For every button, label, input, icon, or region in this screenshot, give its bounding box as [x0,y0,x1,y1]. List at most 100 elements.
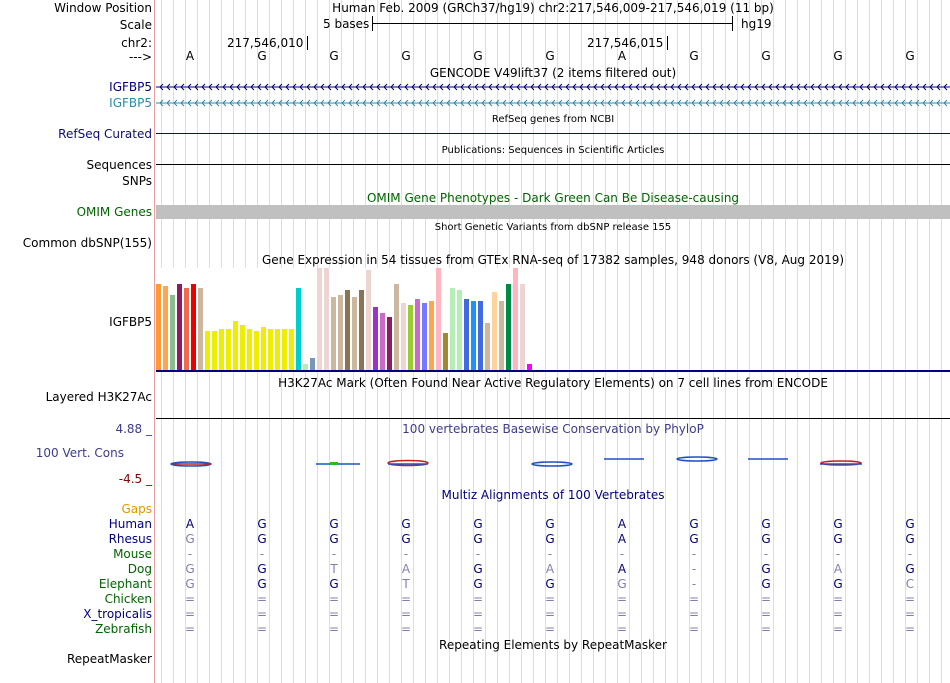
gtex-tissue-bar[interactable] [366,270,371,370]
alignment-base: G [257,532,267,546]
gaps-label[interactable]: Gaps [121,502,152,516]
gtex-tissue-bar[interactable] [191,284,196,370]
gtex-tissue-bar[interactable] [485,323,490,370]
gencode-gene-track-2[interactable] [156,97,950,109]
assembly-position-title[interactable]: Human Feb. 2009 (GRCh37/hg19) chr2:217,5… [332,1,774,15]
refseq-track-label[interactable]: RefSeq Curated [58,127,152,141]
gtex-tissue-bar[interactable] [254,331,259,370]
alignment-base: G [833,577,843,591]
alignment-base: - [907,547,913,561]
gtex-tissue-bar[interactable] [331,297,336,370]
gtex-tissue-bar[interactable] [345,290,350,370]
gtex-tissue-bar[interactable] [184,288,189,370]
snps-track-label[interactable]: SNPs [122,174,152,188]
gtex-tissue-bar[interactable] [352,297,357,370]
gtex-tissue-bar[interactable] [457,290,462,370]
refseq-track-title: RefSeq genes from NCBI [491,114,615,125]
gtex-tissue-bar[interactable] [471,301,476,370]
gencode-track-title[interactable]: GENCODE V49lift37 (2 items filtered out) [429,66,677,80]
gtex-tissue-bar[interactable] [261,327,266,370]
species-label[interactable]: Rhesus [108,532,152,546]
gtex-tissue-bar[interactable] [240,325,245,370]
gtex-tissue-bar[interactable] [170,295,175,370]
species-label[interactable]: Mouse [113,547,152,561]
species-label[interactable]: X_tropicalis [83,607,152,621]
h3k27ac-track-label[interactable]: Layered H3K27Ac [45,390,152,404]
gtex-expression-chart[interactable] [156,268,950,374]
gtex-tissue-bar[interactable] [205,331,210,370]
gtex-tissue-bar[interactable] [163,286,168,370]
gencode-gene-label-2[interactable]: IGFBP5 [109,96,152,110]
conservation-track-label[interactable]: 100 Vert. Cons [35,446,124,460]
conservation-logo-track[interactable] [156,450,950,472]
alignment-base: = [184,592,196,606]
species-label[interactable]: Dog [127,562,152,576]
gtex-tissue-bar[interactable] [506,284,511,370]
gtex-tissue-bar[interactable] [156,284,161,370]
gtex-tissue-bar[interactable] [268,329,273,370]
gtex-tissue-bar[interactable] [401,303,406,370]
gtex-tissue-bar[interactable] [373,307,378,370]
species-label[interactable]: Zebrafish [95,622,152,636]
alignment-base: = [472,607,484,621]
alignment-base: - [403,547,409,561]
multiz-track-title: Multiz Alignments of 100 Vertebrates [441,488,665,502]
gtex-tissue-bar[interactable] [233,321,238,370]
omim-track-label[interactable]: OMIM Genes [76,205,152,219]
gtex-tissue-bar[interactable] [499,301,504,370]
gtex-tissue-bar[interactable] [198,288,203,370]
species-label[interactable]: Chicken [104,592,152,606]
gtex-tissue-bar[interactable] [359,290,364,370]
species-label[interactable]: Human [108,517,152,531]
gtex-tissue-bar[interactable] [478,301,483,370]
repeatmasker-track-title: Repeating Elements by RepeatMasker [439,638,667,652]
sequences-track-label[interactable]: Sequences [86,158,152,172]
alignment-base: T [330,562,338,576]
omim-gene-bar[interactable] [156,205,950,219]
gtex-tissue-bar[interactable] [212,331,217,370]
gtex-tissue-bar[interactable] [177,284,182,370]
gtex-tissue-bar[interactable] [296,288,301,370]
gtex-tissue-bar[interactable] [429,301,434,370]
gtex-tissue-bar[interactable] [247,329,252,370]
alignment-base: G [617,577,627,591]
gtex-tissue-bar[interactable] [282,329,287,370]
gencode-gene-label-1[interactable]: IGFBP5 [109,80,152,94]
gtex-tissue-bar[interactable] [275,329,280,370]
gtex-tissue-bar[interactable] [527,364,532,370]
gtex-tissue-bar[interactable] [492,292,497,370]
gtex-tissue-bar[interactable] [317,268,322,370]
gtex-tissue-bar[interactable] [394,284,399,370]
gtex-tissue-bar[interactable] [310,358,315,370]
track-label-border [154,0,155,683]
alignment-base: = [832,607,844,621]
gtex-tissue-bar[interactable] [303,364,308,370]
gtex-tissue-bar[interactable] [464,299,469,370]
gtex-tissue-bar[interactable] [520,284,525,370]
gtex-tissue-bar[interactable] [408,305,413,370]
gtex-tissue-bar[interactable] [436,268,441,370]
gtex-tissue-bar[interactable] [380,313,385,370]
gtex-tissue-bar[interactable] [513,268,518,370]
sequences-line[interactable] [156,164,950,165]
gtex-tissue-bar[interactable] [387,317,392,370]
gtex-tissue-bar[interactable] [324,268,329,370]
alignment-base: G [761,577,771,591]
dbsnp-track-label[interactable]: Common dbSNP(155) [22,236,152,250]
refseq-gene-line[interactable] [156,133,950,134]
alignment-base: G [545,577,555,591]
gtex-tissue-bar[interactable] [338,295,343,370]
gtex-tissue-bar[interactable] [450,288,455,370]
gtex-tissue-bar[interactable] [219,329,224,370]
alignment-base: = [328,607,340,621]
gtex-tissue-bar[interactable] [226,329,231,370]
gtex-gene-label[interactable]: IGFBP5 [109,315,152,329]
gtex-tissue-bar[interactable] [289,329,294,370]
gtex-tissue-bar[interactable] [443,333,448,370]
repeatmasker-track-label[interactable]: RepeatMasker [66,652,152,666]
gtex-tissue-bar[interactable] [415,299,420,370]
gtex-tissue-bar[interactable] [422,303,427,370]
gencode-gene-track-1[interactable] [156,81,950,93]
species-label[interactable]: Elephant [98,577,152,591]
alignment-base: G [761,532,771,546]
